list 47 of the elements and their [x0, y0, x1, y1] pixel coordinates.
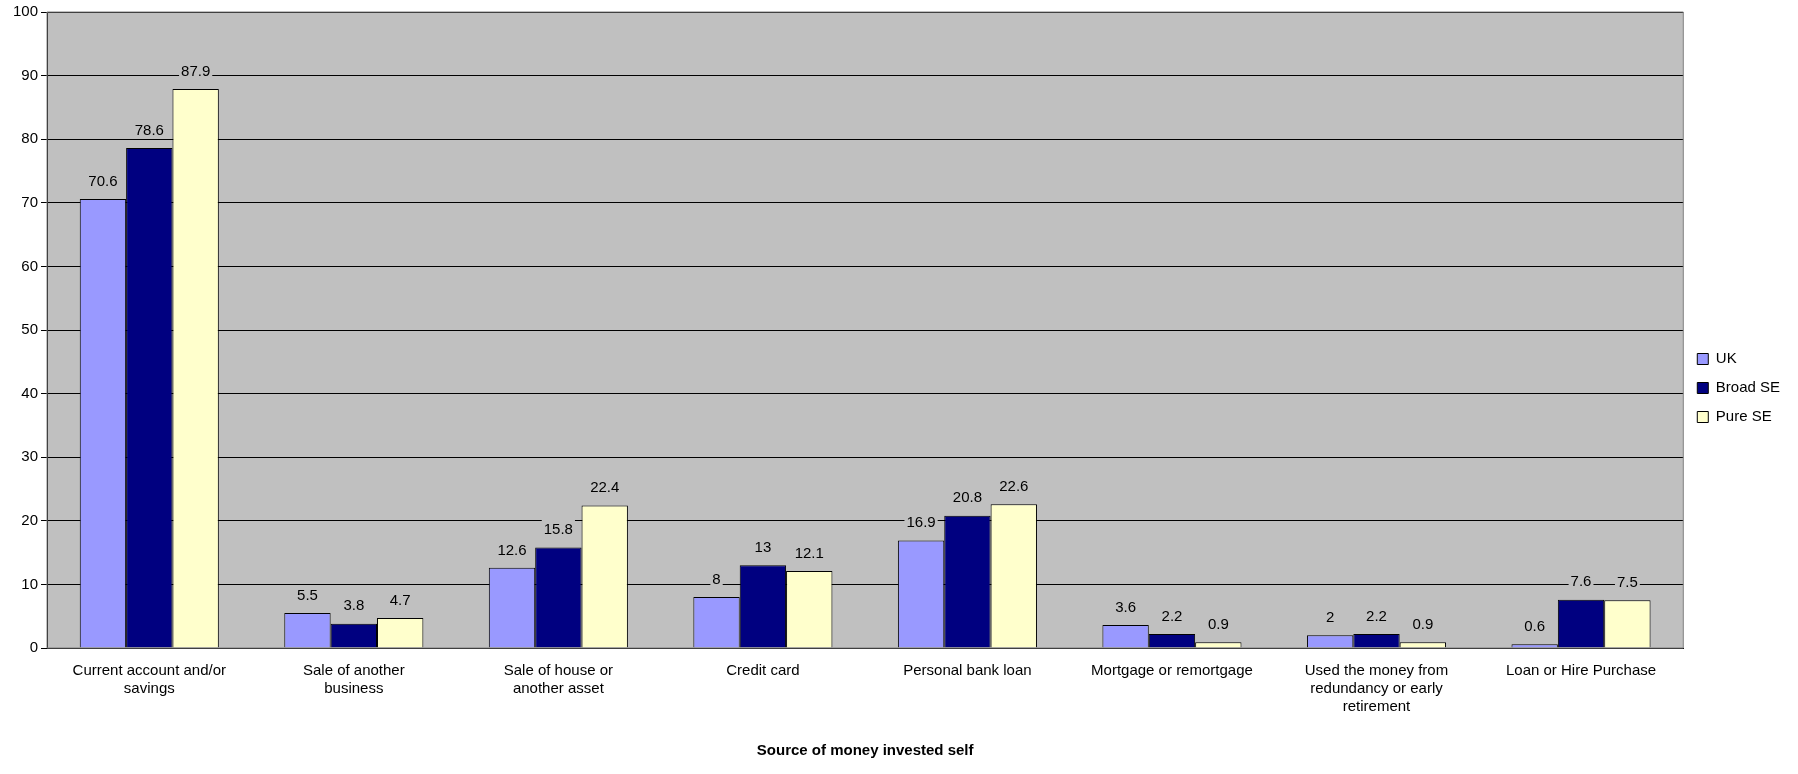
x-tick-label: Sale of house or another asset — [503, 661, 613, 697]
data-label: 87.9 — [181, 61, 211, 79]
data-label: 16.9 — [906, 513, 936, 531]
legend-label: Pure SE — [1715, 407, 1772, 425]
data-label: 3.8 — [343, 596, 365, 614]
y-tick-label: 0 — [29, 638, 39, 656]
data-label: 22.6 — [999, 476, 1029, 494]
data-label: 2 — [1325, 607, 1335, 625]
data-label: 15.8 — [543, 520, 573, 538]
data-label: 20.8 — [952, 488, 983, 506]
data-label: 12.6 — [497, 540, 527, 558]
data-label: 0.9 — [1412, 614, 1434, 632]
data-label: 8 — [712, 569, 721, 587]
data-label: 3.6 — [1115, 597, 1137, 615]
data-label: 4.7 — [389, 590, 411, 608]
data-label: 0.6 — [1524, 616, 1546, 634]
x-axis-title: Source of money invested self — [756, 741, 975, 759]
x-tick-label: Personal bank loan — [903, 661, 1032, 679]
y-tick-label: 20 — [21, 510, 39, 528]
y-tick-label: 50 — [21, 320, 39, 338]
y-tick-label: 70 — [21, 192, 39, 210]
data-label: 2.2 — [1366, 606, 1387, 624]
x-tick-label: Current account and/or savings — [72, 661, 227, 697]
data-label: 13 — [754, 537, 772, 555]
data-label: 22.4 — [590, 478, 620, 496]
legend-label: UK — [1715, 349, 1737, 367]
x-tick-label: Used the money from redundancy or early retirement — [1304, 661, 1449, 715]
y-tick-label: 100 — [13, 2, 39, 20]
legend-label: Broad SE — [1715, 378, 1781, 396]
x-tick-label: Loan or Hire Purchase — [1505, 661, 1657, 679]
data-label: 7.5 — [1616, 572, 1638, 590]
data-label: 78.6 — [134, 120, 164, 138]
y-tick-label: 80 — [21, 129, 39, 147]
y-tick-label: 10 — [21, 574, 39, 592]
x-tick-label: Mortgage or remortgage — [1091, 661, 1253, 679]
data-label: 70.6 — [88, 171, 118, 189]
y-tick-label: 60 — [21, 256, 39, 274]
data-label: 5.5 — [297, 585, 318, 603]
x-tick-label: Sale of another business — [302, 661, 405, 697]
data-label: 7.6 — [1570, 572, 1592, 590]
y-tick-label: 30 — [21, 447, 39, 465]
y-tick-label: 90 — [21, 65, 39, 83]
data-label: 2.2 — [1161, 606, 1183, 624]
data-label: 0.9 — [1207, 614, 1229, 632]
y-tick-label: 40 — [21, 383, 39, 401]
x-tick-label: Credit card — [726, 661, 800, 679]
data-label: 12.1 — [794, 543, 824, 561]
